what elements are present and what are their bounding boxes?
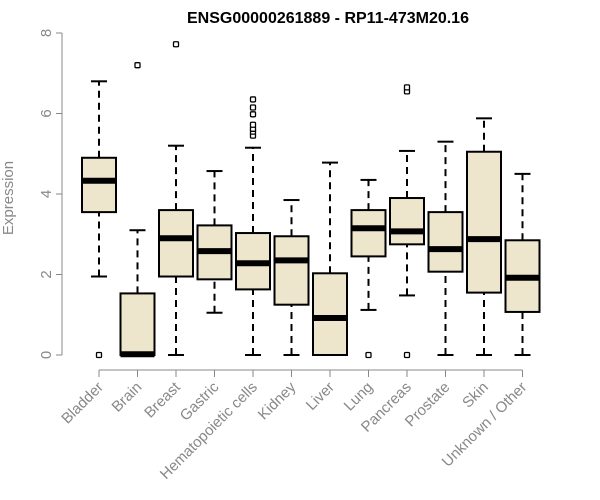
box-iqr xyxy=(119,292,156,357)
outlier-point xyxy=(134,62,141,69)
x-tick-label: Lung xyxy=(341,379,377,415)
box-iqr xyxy=(312,272,348,357)
box-kidney xyxy=(273,199,310,356)
outlier-point xyxy=(249,111,257,118)
box-hematopoietic-cells xyxy=(235,96,271,356)
box-bladder xyxy=(81,80,117,359)
box-iqr xyxy=(350,209,387,258)
y-axis: 0 2 4 6 8 xyxy=(38,29,63,359)
box-iqr xyxy=(158,209,194,278)
outlier-point xyxy=(249,121,257,128)
box-lung xyxy=(350,178,387,359)
y-tick-label: 0 xyxy=(38,351,55,359)
y-tick-label: 4 xyxy=(38,190,55,198)
y-tick-label: 2 xyxy=(38,270,55,278)
box-iqr xyxy=(273,235,310,306)
box-gastric xyxy=(196,170,233,314)
y-axis-label: Expression xyxy=(0,161,17,235)
x-tick-label: Bladder xyxy=(58,379,107,428)
chart-title: ENSG00000261889 - RP11-473M20.16 xyxy=(187,10,469,27)
outlier-point xyxy=(403,84,411,91)
box-iqr xyxy=(389,197,425,246)
x-tick-label: Skin xyxy=(459,379,492,412)
box-brain xyxy=(119,62,156,358)
box-iqr xyxy=(427,211,464,273)
outlier-point xyxy=(249,104,257,111)
x-tick-label: Brain xyxy=(109,379,146,416)
outlier-point xyxy=(249,96,257,103)
box-pancreas xyxy=(389,84,425,359)
box-iqr xyxy=(466,150,502,294)
x-tick-label: Kidney xyxy=(255,378,300,423)
y-tick-label: 8 xyxy=(38,29,55,37)
box-breast xyxy=(158,41,194,356)
outlier-point xyxy=(403,351,411,359)
box-unknown-other xyxy=(504,172,541,356)
box-liver xyxy=(312,161,348,357)
outlier-point xyxy=(172,41,180,48)
box-prostate xyxy=(427,140,464,356)
box-iqr xyxy=(81,156,117,214)
y-tick-label: 6 xyxy=(38,109,55,117)
outlier-point xyxy=(95,351,103,359)
outlier-point xyxy=(365,351,372,359)
box-skin xyxy=(466,117,502,356)
x-tick-label: Liver xyxy=(303,379,338,414)
box-series xyxy=(81,41,541,359)
